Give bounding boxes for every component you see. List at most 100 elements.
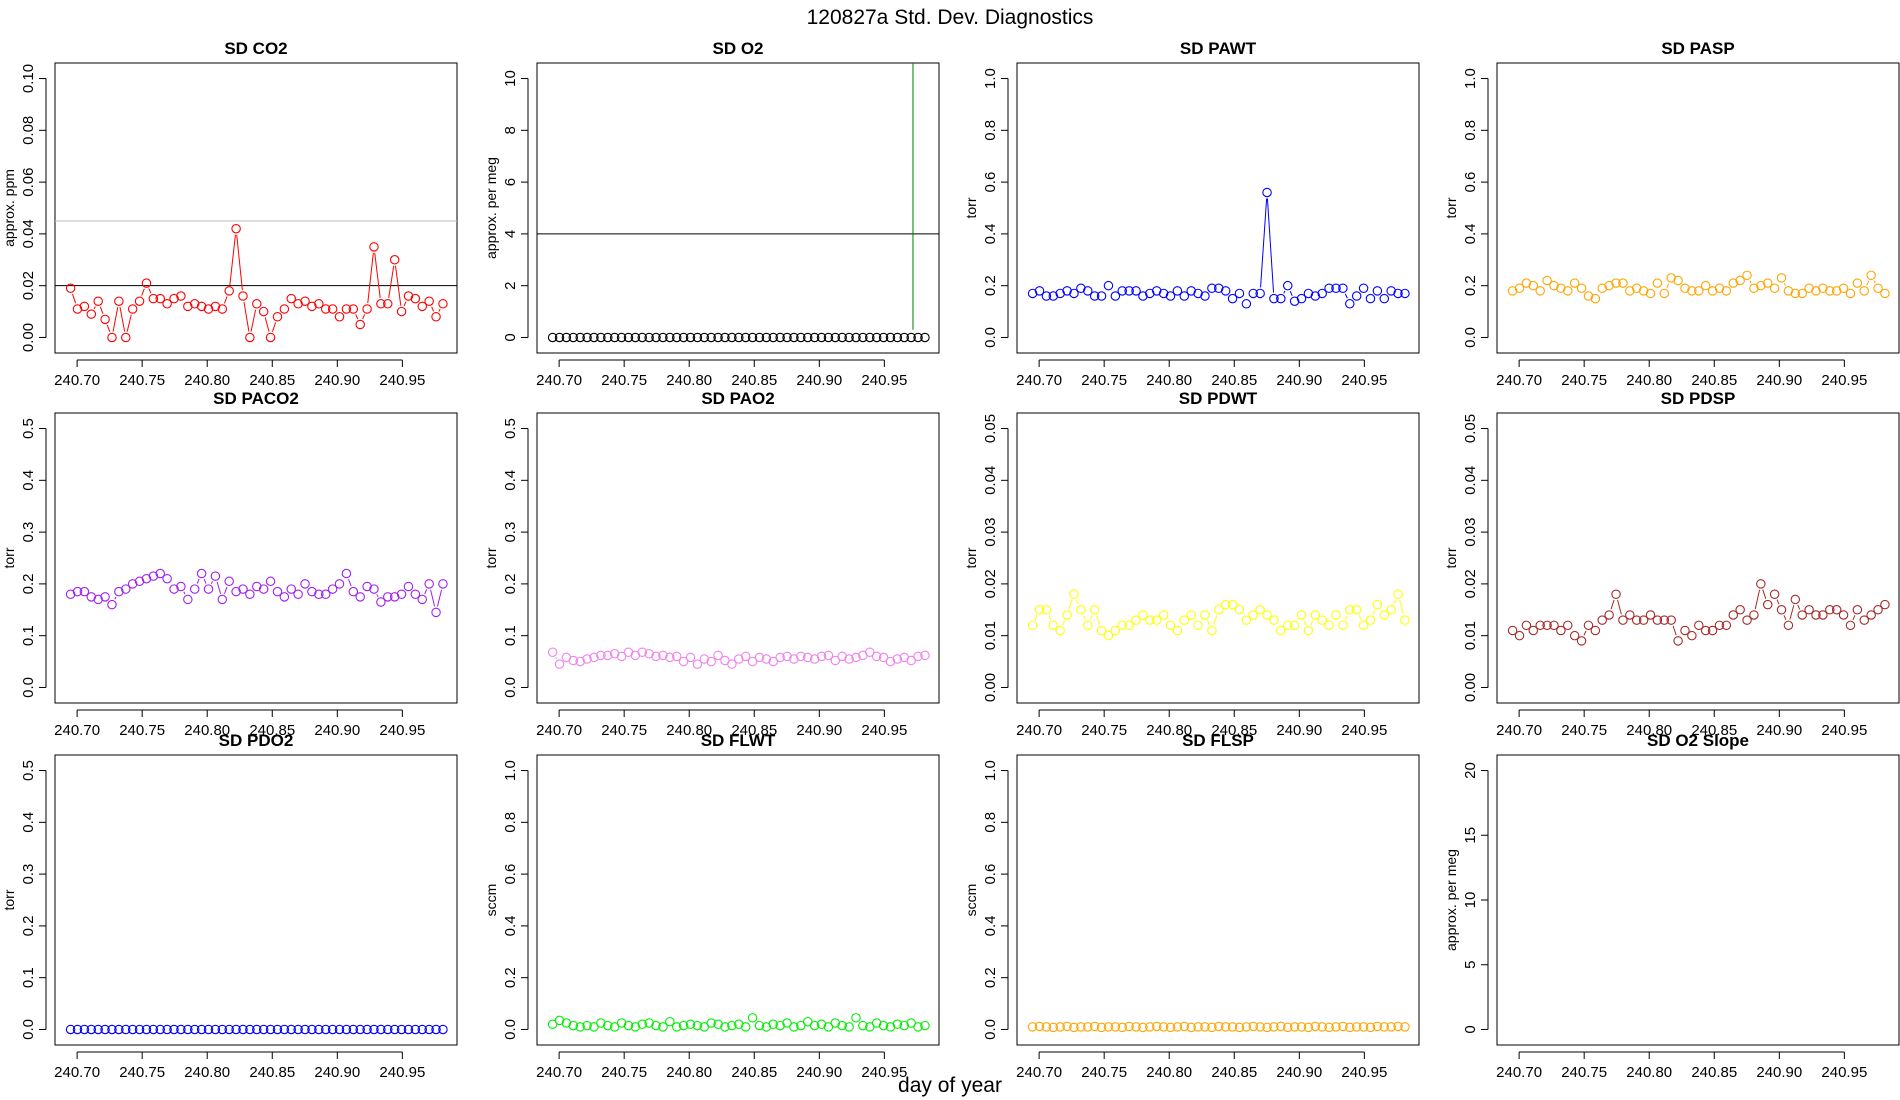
y-tick-label: 0.3 (20, 522, 37, 543)
data-point (1193, 620, 1203, 631)
data-point (79, 301, 90, 312)
x-tick-label: 240.85 (1211, 722, 1257, 739)
y-tick-label: 0 (502, 333, 519, 341)
data-point (1638, 286, 1649, 296)
data-point (1845, 620, 1856, 631)
data-point (1117, 286, 1127, 296)
series-segment (1399, 599, 1404, 615)
data-point (678, 332, 689, 343)
y-tick-label: 0.2 (20, 573, 37, 594)
series-segment (376, 594, 379, 597)
y-tick-label: 0.04 (20, 219, 37, 248)
data-point (1666, 273, 1676, 283)
data-point (1721, 286, 1732, 296)
series-segment (430, 589, 436, 607)
data-point (851, 652, 861, 663)
data-point (1749, 283, 1759, 294)
x-tick-label: 240.95 (379, 722, 425, 739)
x-tick-label: 240.85 (1691, 372, 1737, 389)
data-point (1838, 283, 1849, 294)
data-point (1207, 1022, 1217, 1033)
data-point (665, 332, 675, 343)
data-point (1569, 278, 1580, 288)
data-point (1618, 278, 1628, 288)
data-point (1393, 589, 1403, 599)
y-tick-label: 0.00 (20, 323, 37, 352)
series-segment (431, 306, 435, 312)
data-point (1131, 286, 1141, 296)
x-tick-label: 240.90 (1276, 372, 1322, 389)
data-point (396, 589, 407, 599)
data-point (1255, 1022, 1265, 1032)
data-point (1845, 288, 1856, 299)
data-point (348, 304, 359, 314)
data-point (1117, 1022, 1127, 1033)
data-point (1590, 625, 1601, 636)
data-point (293, 1024, 303, 1035)
data-point (1756, 579, 1766, 589)
data-point (1083, 1022, 1093, 1032)
data-point (86, 592, 97, 602)
panel-sd-paco2: SD PACO2 240.70 240.75 240.80 240.85 240.90 24… (1, 389, 458, 739)
data-point (1611, 278, 1621, 288)
series-segment (1075, 599, 1079, 605)
y-tick-label: 0.2 (502, 573, 519, 594)
data-point (782, 651, 792, 662)
data-point (582, 654, 592, 664)
data-point (789, 332, 799, 343)
data-point (383, 592, 393, 602)
data-point (802, 652, 813, 663)
data-point (637, 647, 647, 657)
plot-frame (54, 754, 458, 1046)
data-point (369, 1024, 379, 1035)
data-point (913, 651, 923, 662)
x-tick-label: 240.90 (1756, 722, 1802, 739)
data-point (1193, 288, 1203, 299)
y-axis-label: torr (1, 889, 17, 910)
data-point (1324, 1022, 1334, 1033)
data-point (1556, 625, 1566, 636)
panel-sd-pdo2: SD PDO2 240.70 240.75 240.80 240.85 240.90 240… (1, 731, 458, 1081)
data-point (1041, 291, 1052, 301)
data-point (885, 656, 896, 667)
data-point (665, 1016, 675, 1027)
data-point (1576, 636, 1587, 646)
data-point (768, 656, 779, 667)
data-point (1151, 286, 1162, 296)
data-point (224, 1024, 234, 1035)
series-segment (403, 301, 407, 307)
data-point (224, 576, 234, 587)
series-segment (394, 265, 402, 306)
data-point (575, 332, 585, 343)
y-tick-label: 0.8 (982, 812, 999, 833)
data-point (1296, 293, 1307, 304)
data-point (86, 1024, 97, 1035)
data-point (162, 573, 172, 584)
series-segment (1754, 589, 1761, 610)
series-segment (223, 296, 228, 304)
y-tick-label: 10 (1462, 892, 1479, 909)
data-point (1027, 288, 1038, 299)
x-tick-label: 240.80 (184, 722, 230, 739)
series-segment (1866, 280, 1870, 286)
data-point (238, 291, 248, 301)
y-tick-label: 0.5 (20, 418, 37, 439)
data-point (727, 659, 737, 669)
plot-frame (1016, 62, 1420, 354)
data-point (217, 1024, 228, 1035)
data-point (885, 332, 896, 343)
data-point (1262, 1022, 1272, 1033)
y-tick-label: 0.08 (20, 116, 37, 145)
data-point (196, 301, 207, 312)
data-point (554, 659, 565, 669)
data-point (65, 589, 76, 599)
data-point (279, 592, 290, 602)
data-point (107, 332, 117, 343)
x-tick-label: 240.80 (1626, 372, 1672, 389)
data-point (176, 291, 186, 301)
y-tick-label: 0.4 (982, 915, 999, 936)
data-point (554, 332, 565, 343)
data-point (1269, 293, 1279, 304)
data-point (706, 1018, 716, 1028)
